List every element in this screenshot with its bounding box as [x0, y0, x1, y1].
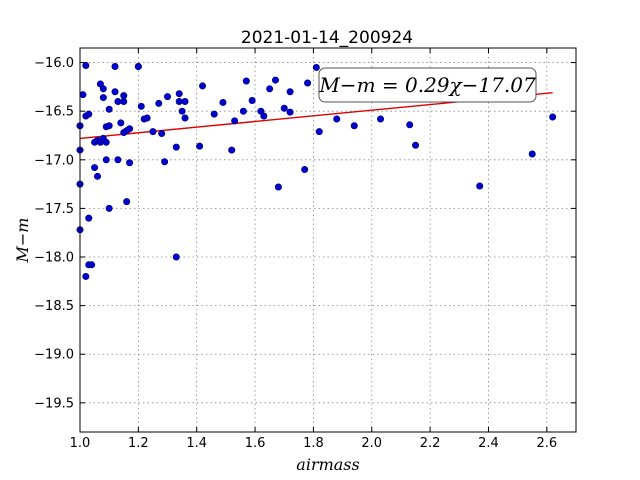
annotation-box — [318, 67, 537, 103]
data-point — [219, 98, 227, 106]
y-tick-label: −19.0 — [34, 348, 74, 363]
y-tick-label: −19.5 — [34, 396, 74, 411]
chart-title: 2021-01-14_200924 — [241, 28, 413, 48]
fit-annotation: M−m = 0.29χ−17.07 — [318, 67, 537, 103]
data-point — [114, 97, 122, 105]
x-tick-label: 1.8 — [303, 436, 324, 451]
data-point — [315, 128, 323, 136]
data-point — [99, 85, 107, 93]
x-tick-label: 2.6 — [536, 436, 557, 451]
x-tick-label: 1.2 — [128, 436, 149, 451]
data-point — [102, 156, 110, 164]
data-point — [181, 97, 189, 105]
data-point — [120, 97, 128, 105]
data-point — [304, 79, 312, 87]
x-tick-label: 1.6 — [245, 436, 266, 451]
y-tick-label: −16.0 — [34, 56, 74, 71]
y-tick-label: −18.5 — [34, 299, 74, 314]
data-point — [134, 62, 142, 70]
data-point — [117, 119, 125, 127]
data-point — [82, 61, 90, 69]
data-point — [123, 198, 131, 206]
data-point — [549, 113, 557, 121]
data-point — [274, 183, 282, 191]
data-point — [137, 102, 145, 110]
data-point — [242, 77, 250, 85]
x-tick-label: 1.4 — [186, 436, 207, 451]
data-point — [164, 93, 172, 101]
data-point — [114, 156, 122, 164]
data-point — [172, 253, 180, 261]
data-point — [199, 82, 207, 90]
y-axis-label: M−m — [13, 218, 32, 264]
data-point — [333, 115, 341, 123]
y-tick-label: −18.0 — [34, 251, 74, 266]
data-point — [196, 142, 204, 150]
data-point — [85, 214, 93, 222]
data-point — [248, 96, 256, 104]
data-point — [271, 76, 279, 84]
data-point — [85, 110, 93, 118]
data-point — [126, 125, 134, 133]
data-point — [301, 166, 309, 174]
grid-lines — [79, 48, 576, 432]
data-point — [266, 85, 274, 93]
data-point — [312, 63, 320, 71]
y-tick-label: −17.0 — [34, 153, 74, 168]
data-point — [161, 158, 169, 166]
data-point — [120, 92, 128, 100]
data-point — [350, 122, 358, 130]
x-tick-label: 2.0 — [361, 436, 382, 451]
data-point — [111, 88, 119, 96]
data-point — [210, 110, 218, 118]
data-point — [155, 99, 163, 107]
data-point — [149, 128, 157, 136]
data-point — [105, 105, 113, 113]
data-point — [82, 272, 90, 280]
data-point — [175, 90, 183, 98]
data-point — [181, 114, 189, 122]
x-tick-label: 1.0 — [70, 436, 91, 451]
plot-frame — [79, 47, 577, 433]
data-point — [94, 172, 102, 180]
data-point — [158, 130, 166, 138]
data-point — [239, 107, 247, 115]
data-point — [172, 143, 180, 151]
data-point — [476, 182, 484, 190]
data-point — [175, 97, 183, 105]
data-point — [231, 117, 239, 125]
data-point — [143, 114, 151, 122]
data-point — [88, 261, 96, 269]
data-point — [406, 121, 414, 129]
data-point — [99, 94, 107, 102]
data-point — [286, 108, 294, 116]
data-points — [76, 61, 557, 280]
data-point — [102, 138, 110, 146]
data-point — [280, 104, 288, 112]
y-tick-label: −17.5 — [34, 202, 74, 217]
data-point — [528, 150, 536, 158]
data-point — [105, 122, 113, 130]
data-point — [111, 62, 119, 70]
data-point — [105, 204, 113, 212]
data-point — [286, 88, 294, 96]
data-point — [260, 112, 268, 120]
axis-ticks: 1.0 1.2 1.4 1.6 1.8 2.0 2.2 2.4 2.6 −16.0 −16.5 −17… — [34, 48, 576, 451]
x-axis-label: airmass — [296, 455, 359, 474]
data-point — [79, 91, 87, 99]
data-point — [178, 107, 186, 115]
data-point — [228, 146, 236, 154]
data-point — [412, 141, 420, 149]
x-tick-label: 2.2 — [420, 436, 441, 451]
y-tick-label: −16.5 — [34, 105, 74, 120]
annotation-text: M−m = 0.29χ−17.07 — [318, 73, 536, 97]
data-point — [91, 164, 99, 172]
x-tick-label: 2.4 — [478, 436, 499, 451]
data-point — [126, 159, 134, 167]
data-point — [377, 115, 385, 123]
